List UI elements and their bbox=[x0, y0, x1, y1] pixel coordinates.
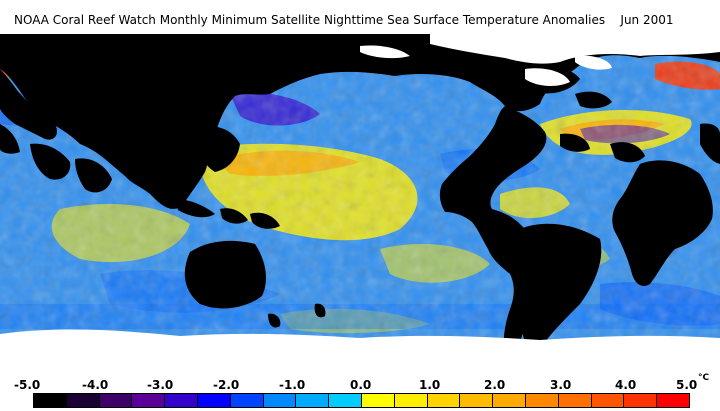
legend-color-swatch bbox=[34, 394, 67, 407]
legend-color-swatch bbox=[460, 394, 494, 407]
legend-tick-label: -5.0 bbox=[14, 378, 41, 392]
legend-color-bar bbox=[33, 393, 690, 408]
world-map-image bbox=[0, 34, 720, 360]
legend-tick-label: 2.0 bbox=[484, 378, 506, 392]
legend-color-swatch bbox=[165, 394, 198, 407]
legend-color-swatch bbox=[361, 394, 395, 407]
legend-color-swatch bbox=[197, 394, 231, 407]
legend-color-swatch bbox=[66, 394, 100, 407]
title-bar: NOAA Coral Reef Watch Monthly Minimum Sa… bbox=[0, 0, 720, 34]
legend-color-swatch bbox=[525, 394, 559, 407]
legend-color-swatch bbox=[591, 394, 625, 407]
legend-color-swatch bbox=[296, 394, 330, 407]
legend-color-swatch bbox=[657, 394, 689, 407]
legend-tick-label: 3.0 bbox=[550, 378, 572, 392]
legend-color-swatch bbox=[263, 394, 297, 407]
legend-color-swatch bbox=[558, 394, 592, 407]
legend-color-swatch bbox=[132, 394, 166, 407]
legend-tick-label: 0.0 bbox=[350, 378, 372, 392]
legend-tick-label: -1.0 bbox=[279, 378, 306, 392]
legend-color-swatch bbox=[624, 394, 658, 407]
legend-tick-label: 1.0 bbox=[419, 378, 441, 392]
legend-tick-label: -3.0 bbox=[147, 378, 174, 392]
sst-anomaly-map bbox=[0, 34, 720, 360]
legend-color-swatch bbox=[493, 394, 526, 407]
legend-color-swatch bbox=[230, 394, 264, 407]
legend-tick-label: -2.0 bbox=[213, 378, 240, 392]
legend-color-swatch bbox=[329, 394, 362, 407]
legend-color-swatch bbox=[427, 394, 461, 407]
legend-tick-label: 5.0 bbox=[676, 378, 698, 392]
legend-unit: °C bbox=[698, 373, 710, 383]
legend-color-swatch bbox=[99, 394, 133, 407]
legend-tick-label: -4.0 bbox=[82, 378, 109, 392]
color-legend: -5.0 -4.0 -3.0 -2.0 -1.0 0.0 1.0 2.0 3.0… bbox=[0, 360, 720, 411]
sea-ice bbox=[0, 34, 720, 360]
legend-tick-label: 4.0 bbox=[615, 378, 637, 392]
map-title: NOAA Coral Reef Watch Monthly Minimum Sa… bbox=[14, 13, 674, 27]
legend-color-swatch bbox=[394, 394, 428, 407]
